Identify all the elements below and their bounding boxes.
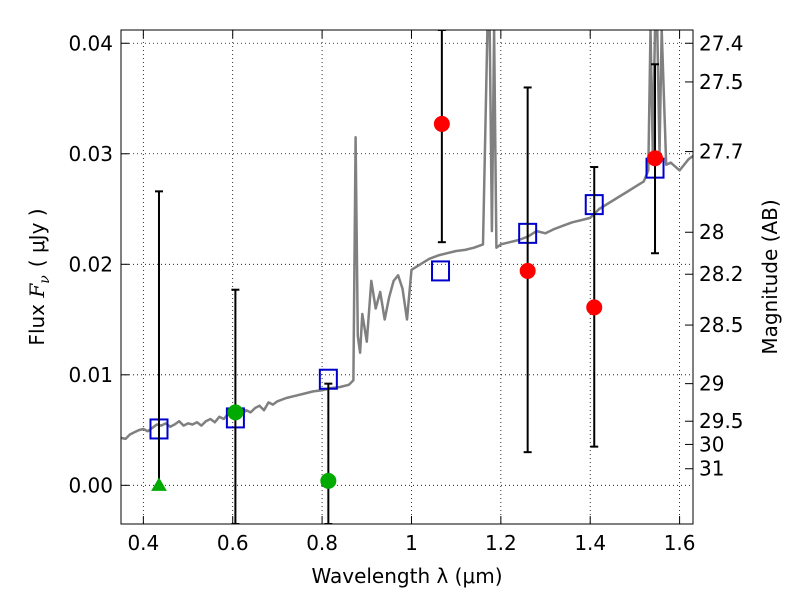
y2-tick-label: 28.5 [699,313,744,337]
plot-frame [120,29,694,525]
x-tick-label: 0.8 [306,531,338,555]
x-tick-label: 1.4 [574,531,606,555]
ticks: 0.4 0.6 0.8 1 1.2 1.4 1.6 0.00 0.01 0.02 0.03 0.04 2… [68,30,744,555]
data-layer [121,30,693,524]
y-tick-label: 0.02 [68,252,113,276]
y-axis-title-subscript: ν [37,275,53,284]
y2-tick-label: 31 [699,457,724,481]
grid [121,30,693,524]
y2-tick-label: 28 [699,220,724,244]
y-axis-title-unit: ( μJy ) [25,208,49,267]
y2-tick-label: 29.5 [699,409,744,433]
y-axis-title-symbol: F [25,283,49,299]
x-tick-label: 1.2 [485,531,517,555]
red-point-marker [586,299,603,316]
y-tick-label: 0.04 [68,31,113,55]
x-tick-label: 1.6 [664,531,696,555]
y2-tick-label: 30 [699,432,724,456]
red-point-marker [433,115,450,132]
y-axis-title: Flux Fν ( μJy ) [25,208,53,345]
x-tick-label: 1 [405,531,418,555]
y-axis-title-prefix: Flux [25,298,49,346]
y2-tick-label: 27.4 [699,31,744,55]
green-point-marker [320,472,337,489]
upper-limit-triangle-marker [151,477,167,491]
x-tick-label: 0.6 [217,531,249,555]
x-tick-label: 0.4 [127,531,159,555]
y2-tick-label: 27.5 [699,70,744,94]
x-axis-title: Wavelength λ (μm) [311,564,502,588]
red-point-marker [519,262,536,279]
y2-axis-title: Magnitude (AB) [758,199,782,354]
y-tick-label: 0.01 [68,363,113,387]
y2-tick-label: 29 [699,372,724,396]
plot-area [121,30,693,524]
model-square-marker [431,260,451,282]
spectrum-line [121,30,693,441]
y2-tick-label: 27.7 [699,140,744,164]
y2-tick-label: 28.2 [699,262,744,286]
y-tick-label: 0.03 [68,142,113,166]
green-point-marker [227,404,244,421]
red-point-marker [647,150,664,167]
y-tick-label: 0.00 [68,473,113,497]
